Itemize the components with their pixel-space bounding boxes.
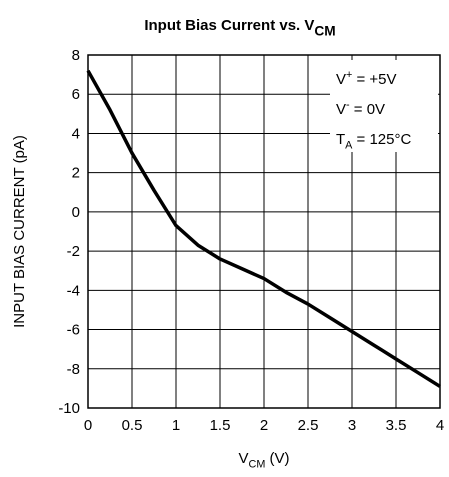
x-tick-label: 1 [172, 417, 180, 434]
data-line [86, 69, 441, 388]
x-tick-label: 0.5 [122, 417, 143, 434]
y-tick-label: -4 [67, 282, 80, 299]
chart-title-sub: CM [314, 24, 335, 39]
x-tick-label: 2.5 [298, 417, 319, 434]
annotation-box [330, 60, 438, 152]
annotation-sub: A [345, 140, 353, 152]
annotation-sup: - [346, 99, 350, 111]
annotation-main: V [336, 101, 346, 118]
annotation: TA = 125°C [336, 131, 411, 152]
y-tick-label: -10 [58, 400, 80, 417]
annotation-main: T [336, 131, 345, 148]
x-tick-label: 2 [260, 417, 268, 434]
y-tick-label: -8 [67, 361, 80, 378]
annotation-suffix: = 125°C [352, 131, 411, 148]
x-tick-label: 1.5 [210, 417, 231, 434]
y-tick-label: 4 [72, 125, 80, 142]
plot-frame [87, 54, 441, 409]
x-axis-label: VCM (V) [239, 450, 290, 471]
y-tick-label: -6 [67, 322, 80, 339]
x-tick-label: 3.5 [386, 417, 407, 434]
x-tick-label: 0 [84, 417, 92, 434]
x-axis-label-main: V [239, 450, 249, 467]
chart-title-main: Input Bias Current vs. V [144, 17, 314, 34]
x-tick-label: 4 [436, 417, 444, 434]
annotation-suffix: = +5V [352, 71, 396, 88]
y-tick-label: 0 [72, 204, 80, 221]
y-axis-label: INPUT BIAS CURRENT (pA) [11, 135, 28, 328]
y-tick-label: 8 [72, 47, 80, 64]
x-axis-label-sub: CM [249, 459, 266, 471]
x-axis-label-suffix: (V) [265, 450, 289, 467]
chart-title: Input Bias Current vs. VCM [144, 17, 335, 39]
y-tick-label: 6 [72, 86, 80, 103]
y-tick-label: 2 [72, 165, 80, 182]
x-tick-label: 3 [348, 417, 356, 434]
annotation-main: V [336, 71, 346, 88]
annotation: V- = 0V [336, 99, 385, 118]
y-tick-label: -2 [67, 243, 80, 260]
annotation-sup: + [346, 69, 352, 81]
annotation-suffix: = 0V [350, 101, 385, 118]
annotation: V+ = +5V [336, 69, 397, 88]
